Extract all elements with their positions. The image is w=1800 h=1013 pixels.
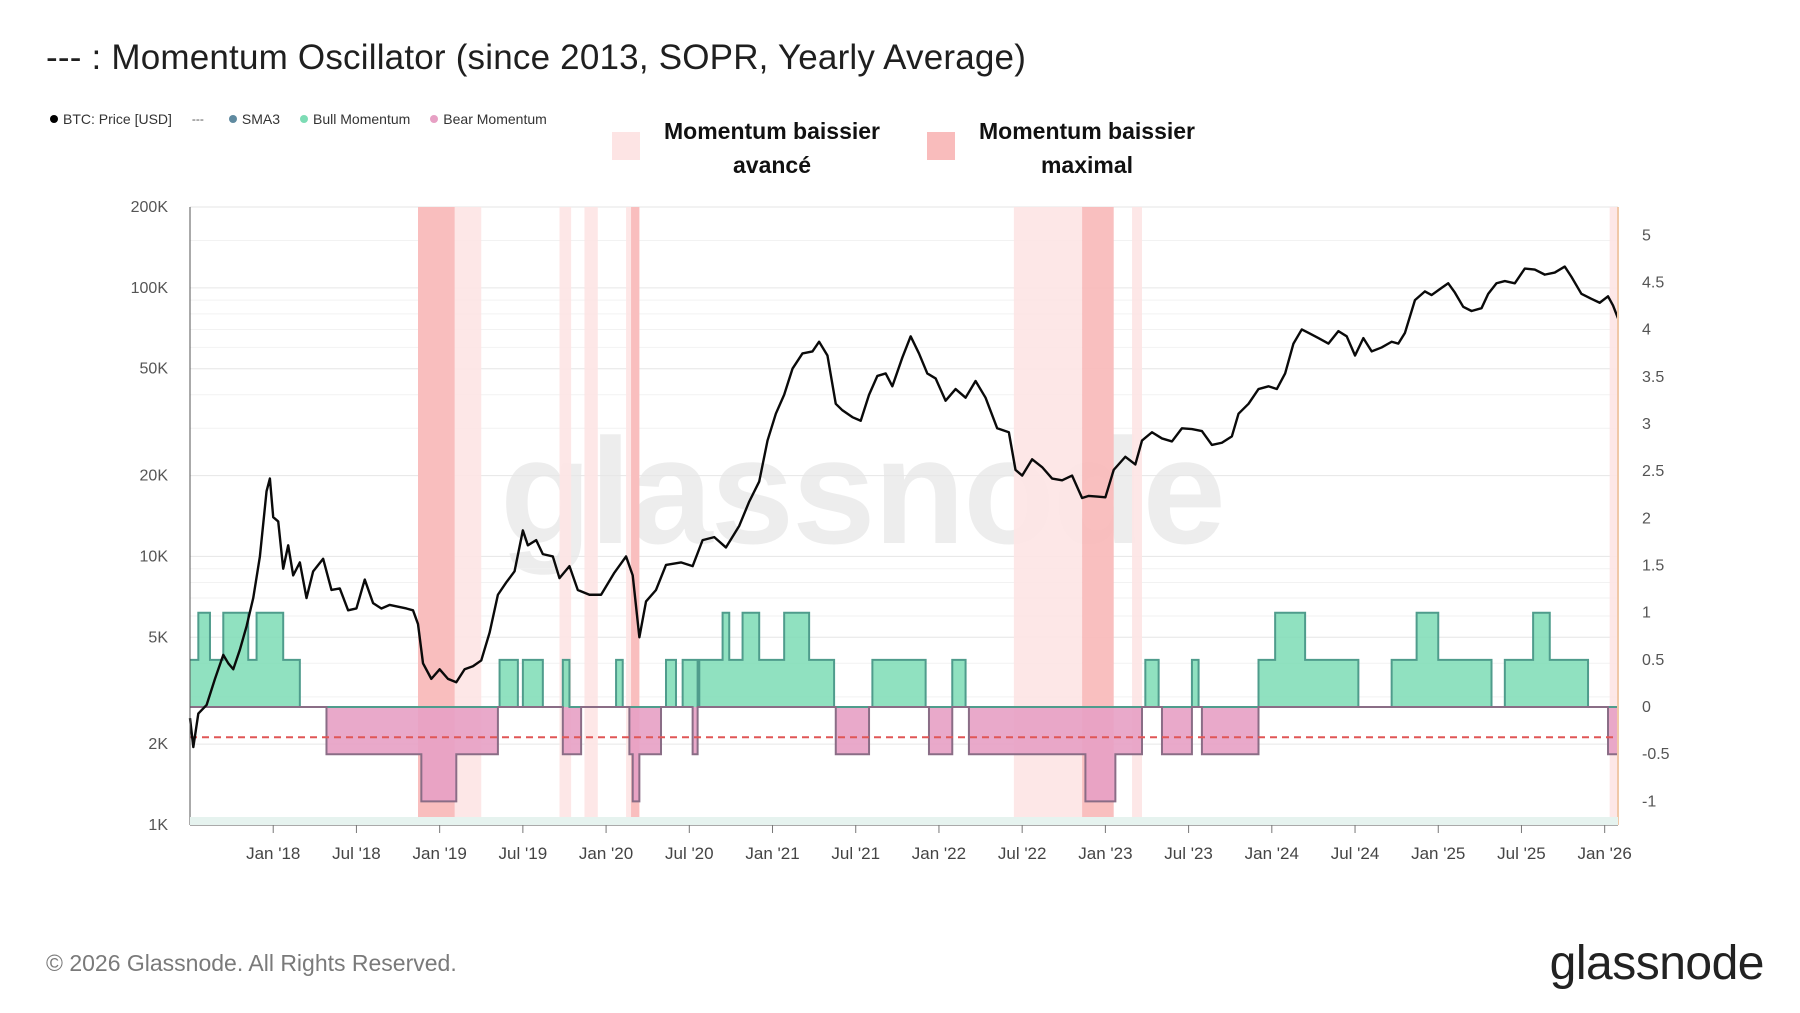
zone-label-advanced-line2: avancé: [732, 152, 811, 178]
legend-marker-bull-momentum: [300, 115, 309, 123]
y-right-tick-label-9: 0.5: [1642, 652, 1664, 669]
zone-swatch-maximal: [927, 132, 955, 160]
y-left-tick-label-6: 2K: [148, 736, 168, 753]
y-right-tick-label-10: 0: [1642, 699, 1651, 716]
zone-maximal-1: [631, 207, 640, 825]
x-tick-label-6: Jan '21: [745, 844, 799, 863]
zone-advanced-6: [1609, 207, 1618, 825]
legend-item-btc-price[interactable]: BTC: Price [USD]: [50, 111, 172, 127]
legend-item-threshold[interactable]: ---: [192, 112, 209, 126]
y-right-tick-label-12: -1: [1642, 793, 1656, 810]
x-tick-label-10: Jan '23: [1078, 844, 1132, 863]
zone-swatch-advanced: [612, 132, 640, 160]
x-tick-label-2: Jan '19: [413, 844, 467, 863]
y-right-tick-label-6: 2: [1642, 510, 1651, 527]
x-tick-label-0: Jan '18: [246, 844, 300, 863]
brand-logo: glassnode: [1549, 937, 1765, 990]
legend-marker-bear-momentum: [430, 115, 439, 123]
bear-momentum-area: [190, 707, 1618, 802]
legend-label-bear-momentum: Bear Momentum: [443, 111, 547, 127]
legend-marker-threshold: ---: [191, 112, 204, 126]
y-left-tick-label-4: 10K: [140, 548, 169, 565]
x-tick-label-14: Jan '25: [1411, 844, 1465, 863]
legend-label-btc-price: BTC: Price [USD]: [63, 111, 172, 127]
sma3-line-bear: [190, 706, 1618, 803]
y-right-tick-label-0: 5: [1642, 227, 1651, 244]
x-tick-label-12: Jan '24: [1245, 844, 1299, 863]
x-tick-label-13: Jul '24: [1331, 844, 1380, 863]
x-tick-label-7: Jul '21: [831, 844, 880, 863]
y-left-tick-label-7: 1K: [148, 817, 168, 834]
y-right-tick-label-5: 2.5: [1642, 463, 1664, 480]
copyright-footer: © 2026 Glassnode. All Rights Reserved.: [46, 950, 457, 976]
x-tick-label-8: Jan '22: [912, 844, 966, 863]
zone-advanced-5: [1132, 207, 1142, 825]
btc-price-line: [188, 265, 1620, 749]
legend-marker-sma3: [228, 115, 237, 123]
zone-advanced-1: [559, 207, 572, 825]
x-tick-label-15: Jul '25: [1497, 844, 1546, 863]
legend-label-bull-momentum: Bull Momentum: [313, 111, 411, 127]
zone-label-advanced-line1: Momentum baissier: [664, 118, 880, 144]
chart-legend: BTC: Price [USD] --- SMA3 Bull Momentum …: [50, 111, 567, 127]
zone-label-maximal: Momentum baissier maximal: [979, 114, 1195, 182]
legend-item-sma3[interactable]: SMA3: [228, 111, 281, 127]
y-left-tick-label-5: 5K: [148, 629, 168, 646]
x-tick-label-9: Jul '22: [998, 844, 1047, 863]
x-tick-label-5: Jul '20: [665, 844, 714, 863]
legend-item-bull-momentum[interactable]: Bull Momentum: [300, 111, 410, 127]
y-right-tick-label-4: 3: [1642, 416, 1651, 433]
y-right-tick-label-7: 1.5: [1642, 558, 1664, 575]
x-tick-label-11: Jul '23: [1164, 844, 1213, 863]
x-tick-label-16: Jan '26: [1578, 844, 1632, 863]
zone-label-advanced: Momentum baissier avancé: [664, 114, 880, 182]
x-tick-label-1: Jul '18: [332, 844, 381, 863]
y-left-tick-label-1: 100K: [131, 280, 169, 297]
y-right-tick-label-8: 1: [1642, 605, 1651, 622]
y-right-tick-label-1: 4.5: [1642, 274, 1664, 291]
legend-label-sma3: SMA3: [241, 111, 281, 127]
chart-title: --- : Momentum Oscillator (since 2013, S…: [46, 38, 1027, 77]
zone-legend-advanced: Momentum baissier avancé: [612, 114, 880, 182]
x-tick-label-4: Jan '20: [579, 844, 633, 863]
legend-marker-btc-price: [50, 115, 58, 123]
y-left-tick-label-0: 200K: [131, 199, 169, 216]
y-right-tick-label-2: 4: [1642, 322, 1651, 339]
y-left-tick-label-3: 20K: [140, 468, 169, 485]
zone-legend-maximal: Momentum baissier maximal: [927, 114, 1195, 182]
y-right-tick-label-3: 3.5: [1642, 369, 1664, 386]
zone-label-maximal-line1: Momentum baissier: [979, 118, 1195, 144]
zone-label-maximal-line2: maximal: [1040, 152, 1134, 178]
legend-item-bear-momentum[interactable]: Bear Momentum: [430, 111, 547, 127]
x-tick-label-3: Jul '19: [499, 844, 548, 863]
x-axis-band: [190, 817, 1618, 825]
y-right-tick-label-11: -0.5: [1642, 746, 1670, 763]
y-left-tick-label-2: 50K: [140, 361, 169, 378]
zone-advanced-2: [584, 207, 598, 825]
